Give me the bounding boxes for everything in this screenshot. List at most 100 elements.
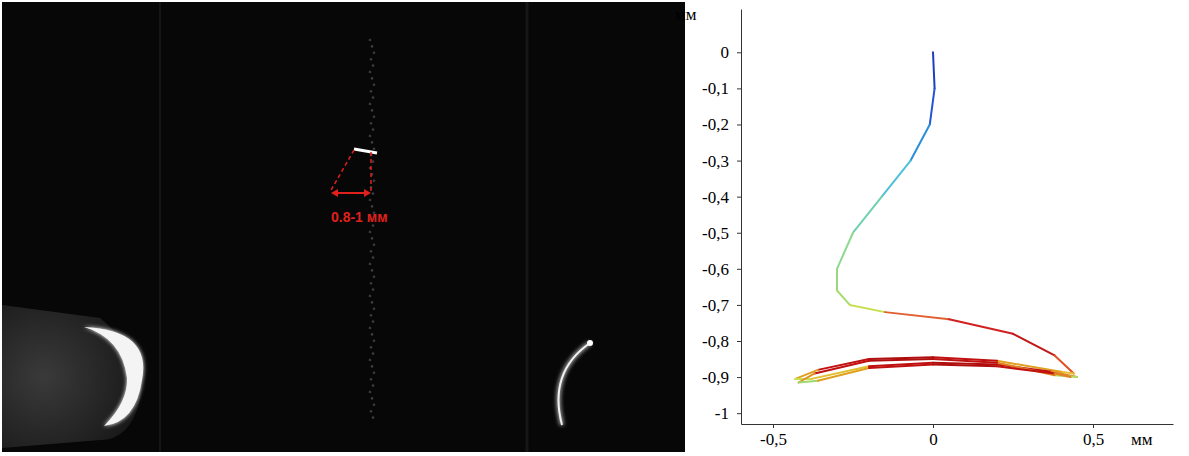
y-tick-label: -0,8 — [702, 332, 729, 351]
y-tick-label: -0,5 — [702, 224, 729, 243]
plot-marks — [795, 52, 1077, 382]
particle-streak — [369, 39, 376, 419]
electrode — [2, 305, 142, 448]
chart: 0-0,1-0,2-0,3-0,4-0,5-0,6-0,7-0,8-0,9-1-… — [675, 5, 1174, 449]
y-tick-label: -0,9 — [702, 368, 729, 387]
trajectory-segment — [799, 381, 818, 383]
y-tick-mark — [737, 197, 741, 198]
trajectory-segment — [869, 364, 933, 368]
streak-dot — [370, 250, 373, 253]
y-tick: -0,7 — [702, 296, 741, 315]
y-tick-mark — [737, 88, 741, 89]
y-tick: -0,9 — [702, 368, 741, 387]
x-tick-mark — [773, 424, 774, 428]
measurement — [330, 150, 371, 197]
y-tick-mark — [737, 161, 741, 162]
trajectory-segment — [933, 364, 997, 366]
streak-dot — [372, 160, 375, 163]
streak-dot — [370, 378, 373, 381]
streak-dot — [370, 58, 373, 61]
photo: 0.8-1 мм — [2, 2, 685, 452]
arc-tip — [587, 340, 593, 346]
streak-dot — [369, 103, 372, 106]
streak-dot — [373, 148, 376, 151]
y-tick-label: 0 — [721, 43, 730, 62]
streak-dot — [370, 90, 373, 93]
streak-dot — [373, 308, 376, 311]
streak-dot — [372, 352, 375, 355]
trajectory-segment — [949, 319, 1013, 333]
x-tick-mark — [933, 424, 934, 428]
trajectory-segment — [882, 161, 911, 197]
streak-dot — [372, 64, 375, 67]
streak-dot — [373, 372, 376, 375]
arcs — [84, 327, 593, 426]
trajectory-segment — [930, 88, 935, 124]
x-tick: 0,5 — [1083, 424, 1104, 449]
y-tick-mark — [737, 269, 741, 270]
x-tick-label: -0,5 — [760, 430, 787, 449]
trajectory-segment — [853, 197, 882, 233]
trajectory — [795, 52, 1077, 382]
y-tick: -0,6 — [702, 260, 741, 279]
trajectory-segment — [1051, 372, 1077, 377]
trajectory-segment — [997, 363, 1055, 376]
y-axis-line — [741, 10, 742, 425]
y-tick-mark — [737, 413, 741, 414]
arc-left — [84, 327, 143, 426]
arc-glow — [559, 343, 591, 425]
y-tick: -0,5 — [702, 224, 741, 243]
y-tick-mark — [737, 377, 741, 378]
photo-background — [2, 2, 685, 452]
streak-dot — [370, 282, 373, 285]
trajectory-segment — [815, 361, 869, 374]
y-tick: -0,8 — [702, 332, 741, 351]
y-tick-mark — [737, 233, 741, 234]
y-tick: -0,2 — [702, 115, 741, 134]
streak-dot — [371, 269, 374, 272]
streak-dot — [370, 410, 373, 413]
y-tick: -0,4 — [702, 188, 741, 207]
y-tick-label: -0,4 — [702, 188, 729, 207]
trajectory-segment — [1013, 334, 1055, 356]
streak-dot — [373, 52, 376, 55]
y-tick: -0,3 — [702, 152, 741, 171]
trajectory-segment — [850, 305, 885, 312]
trajectory-segment — [869, 359, 933, 361]
measure-line — [330, 150, 354, 192]
streak-dot — [373, 276, 376, 279]
streak-dot — [369, 391, 372, 394]
annotation: 0.8-1 мм — [331, 209, 388, 225]
y-tick-label: -0,2 — [702, 115, 729, 134]
streak-dot — [369, 231, 372, 234]
y-tick-label: -0,6 — [702, 260, 729, 279]
x-tick-label: 0,5 — [1083, 430, 1104, 449]
streak-dot — [371, 237, 374, 240]
x-axis-line — [742, 424, 1174, 425]
trajectory-segment — [911, 124, 930, 160]
streak-dot — [369, 71, 372, 74]
measure-arrow — [333, 192, 368, 194]
streak-dot — [372, 320, 375, 323]
y-tick-mark — [737, 341, 741, 342]
streak-dot — [371, 365, 374, 368]
x-tick: -0,5 — [760, 424, 787, 449]
y-tick-label: -0,1 — [702, 79, 729, 98]
streak-dot — [373, 84, 376, 87]
y-tick: 0 — [721, 43, 742, 62]
x-tick: 0 — [929, 424, 938, 449]
streak-dot — [371, 333, 374, 336]
streak-dot — [372, 256, 375, 259]
y-tick-mark — [737, 124, 741, 125]
trajectory-segment — [837, 290, 850, 304]
streak-dot — [373, 404, 376, 407]
streak-dot — [370, 314, 373, 317]
trajectory-segment — [837, 233, 853, 269]
streak-dot — [373, 244, 376, 247]
photo-streak — [526, 2, 529, 452]
trajectory-segment — [818, 368, 869, 381]
streak-dot — [369, 199, 372, 202]
streak-dot — [372, 128, 375, 131]
streak-dot — [369, 135, 372, 138]
streak-dot — [369, 295, 372, 298]
